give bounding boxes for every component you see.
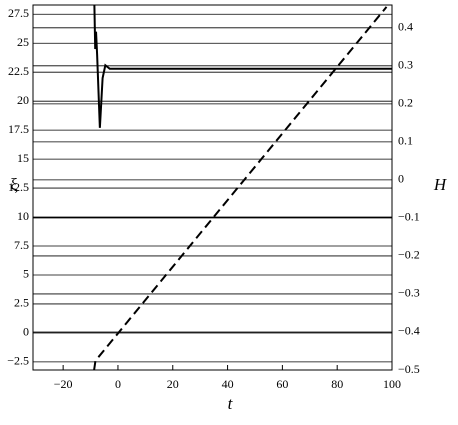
- y2-tick-label: 0.3: [398, 58, 413, 72]
- y2-tick-label: 0.2: [398, 96, 413, 110]
- x-tick-label: 0: [115, 377, 121, 391]
- y2-tick-label: −0.5: [398, 362, 420, 376]
- y-tick-label: 15: [17, 151, 29, 165]
- y2-tick-label: −0.1: [398, 210, 420, 224]
- y-axis-label: ξ: [10, 175, 18, 194]
- y2-tick-label: −0.4: [398, 324, 420, 338]
- x-tick-label: 60: [276, 377, 288, 391]
- y-tick-label: 20: [17, 93, 29, 107]
- series-line: [93, 4, 392, 128]
- y-tick-label: 0: [23, 325, 29, 339]
- y-tick-label: 27.5: [8, 6, 29, 20]
- x-axis-label: t: [228, 394, 234, 413]
- plot-frame: [32, 4, 393, 371]
- y2-tick-label: −0.2: [398, 248, 420, 262]
- y2-tick-label: 0.4: [398, 20, 413, 34]
- y2-tick-label: 0.1: [398, 134, 413, 148]
- x-tick-label: 20: [167, 377, 179, 391]
- y-tick-label: 17.5: [8, 122, 29, 136]
- y2-tick-label: −0.3: [398, 286, 420, 300]
- y2-tick-label: 0: [398, 172, 404, 186]
- y-tick-label: 25: [17, 35, 29, 49]
- y-tick-label: 12.5: [8, 180, 29, 194]
- y2-axis-label: H: [433, 175, 448, 194]
- x-tick-label: 100: [383, 377, 401, 391]
- x-tick-label: 40: [222, 377, 234, 391]
- series-line: [93, 6, 388, 371]
- y-tick-label: 7.5: [14, 238, 29, 252]
- x-tick-label: 80: [331, 377, 343, 391]
- y-tick-label: 2.5: [14, 296, 29, 310]
- x-tick-label: −20: [54, 377, 73, 391]
- y-tick-label: 22.5: [8, 64, 29, 78]
- y-tick-label: 10: [17, 209, 29, 223]
- y-tick-label: −2.5: [7, 354, 29, 368]
- y-tick-label: 5: [23, 267, 29, 281]
